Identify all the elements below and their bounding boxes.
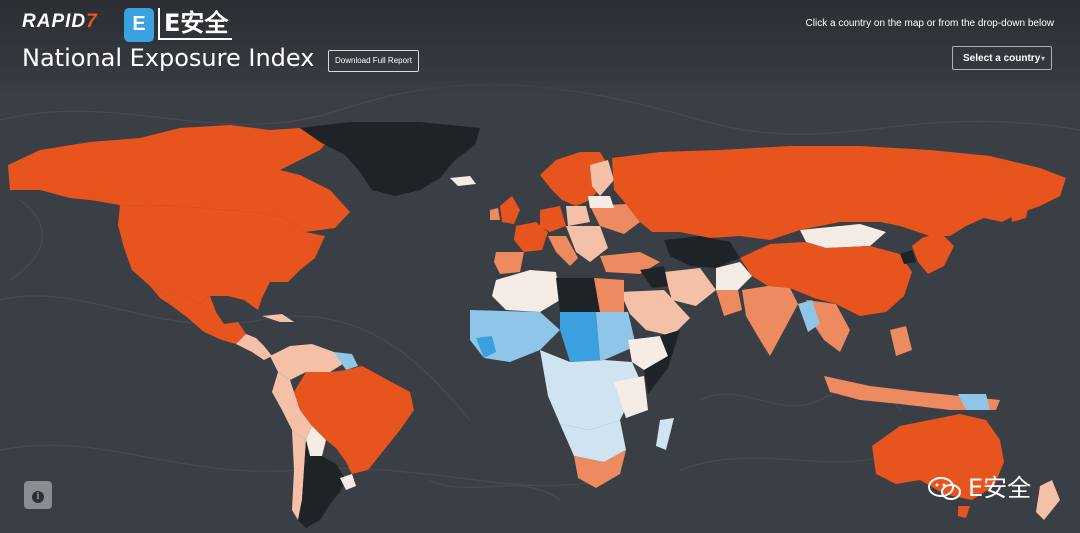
logo-text: RAPID	[22, 11, 87, 32]
info-button[interactable]: i	[24, 481, 52, 509]
country-uk[interactable]	[500, 196, 520, 224]
country-mongolia[interactable]	[800, 224, 886, 248]
country-ukraine[interactable]	[590, 204, 640, 234]
country-tasmania[interactable]	[958, 506, 970, 518]
page-title: National Exposure Index	[22, 44, 315, 72]
e-badge-icon: E	[124, 8, 154, 42]
country-png[interactable]	[958, 394, 990, 410]
country-select-label: Select a country	[963, 53, 1041, 64]
oceania	[872, 414, 1060, 520]
country-se-asia[interactable]	[806, 300, 850, 352]
wechat-icon	[928, 477, 961, 500]
country-ireland[interactable]	[490, 208, 500, 220]
south-america	[270, 344, 414, 528]
country-brazil[interactable]	[294, 366, 414, 474]
country-somalia[interactable]	[644, 330, 680, 394]
chevron-down-icon: ▾	[1040, 54, 1045, 63]
eanquan-logo: E安全	[158, 8, 233, 40]
country-south-africa[interactable]	[574, 450, 626, 488]
country-peru[interactable]	[272, 372, 312, 440]
country-madagascar[interactable]	[656, 418, 674, 450]
country-ethiopia[interactable]	[628, 336, 668, 370]
country-italy[interactable]	[548, 236, 578, 266]
country-kazakhstan[interactable]	[664, 236, 740, 268]
country-mauritania-deep[interactable]	[476, 336, 496, 358]
country-iceland[interactable]	[450, 176, 476, 186]
info-icon: i	[32, 491, 44, 503]
country-bolivia[interactable]	[306, 426, 326, 456]
country-balkans[interactable]	[566, 226, 608, 262]
country-select[interactable]: Select a country ▾	[952, 46, 1052, 70]
country-central-america[interactable]	[236, 334, 272, 360]
country-egypt[interactable]	[594, 278, 624, 312]
country-greenland[interactable]	[300, 122, 480, 196]
country-saudi[interactable]	[620, 290, 690, 336]
country-iran[interactable]	[664, 268, 716, 306]
country-germany[interactable]	[540, 206, 566, 232]
watermark: E安全	[928, 468, 1031, 503]
country-indonesia[interactable]	[824, 376, 1000, 410]
country-korea-japan[interactable]	[912, 232, 954, 274]
country-australia[interactable]	[872, 414, 1004, 500]
country-morocco-algeria[interactable]	[492, 270, 560, 312]
country-colombia-venezuela[interactable]	[270, 344, 346, 380]
download-report-button[interactable]: Download Full Report	[328, 50, 419, 72]
country-middle-east-dark[interactable]	[640, 266, 668, 288]
logo-seven: 7	[86, 11, 98, 32]
country-china[interactable]	[740, 242, 912, 316]
country-france[interactable]	[514, 222, 548, 252]
country-mexico[interactable]	[150, 286, 246, 344]
country-guyana[interactable]	[334, 352, 358, 370]
country-philippines[interactable]	[890, 326, 912, 356]
country-libya[interactable]	[556, 278, 600, 312]
e-badge-letter: E	[132, 13, 146, 35]
rapid7-logo: RAPID7	[22, 11, 98, 33]
country-finland[interactable]	[590, 160, 614, 196]
instruction-text: Click a country on the map or from the d…	[805, 18, 1054, 29]
country-usa[interactable]	[118, 205, 325, 310]
watermark-text: E安全	[968, 474, 1032, 502]
country-pakistan[interactable]	[716, 290, 742, 316]
country-sudan[interactable]	[596, 312, 636, 360]
africa	[470, 270, 680, 488]
header-bar: RAPID7 E E安全 National Exposure Index Dow…	[0, 0, 1080, 95]
europe	[490, 152, 660, 274]
asia	[620, 224, 1000, 410]
country-argentina[interactable]	[298, 440, 346, 528]
country-angola-zambia[interactable]	[560, 420, 626, 462]
country-poland[interactable]	[566, 206, 590, 226]
north-america	[8, 125, 350, 360]
country-kenya-tanzania[interactable]	[614, 376, 648, 418]
country-new-zealand[interactable]	[1036, 480, 1060, 520]
country-spain[interactable]	[494, 252, 524, 274]
country-turkey[interactable]	[600, 252, 660, 274]
country-central-africa[interactable]	[540, 350, 640, 430]
country-russia[interactable]	[612, 146, 1066, 240]
country-chile[interactable]	[292, 430, 306, 520]
country-afghanistan[interactable]	[716, 262, 752, 290]
country-india[interactable]	[742, 286, 798, 356]
country-belarus[interactable]	[588, 196, 614, 208]
country-myanmar[interactable]	[798, 300, 820, 332]
country-kamchatka[interactable]	[1010, 196, 1030, 222]
country-chad[interactable]	[560, 312, 600, 362]
country-north-korea[interactable]	[900, 250, 916, 264]
country-canada[interactable]	[8, 125, 350, 232]
country-cuba[interactable]	[262, 314, 294, 322]
country-uruguay[interactable]	[340, 474, 356, 490]
